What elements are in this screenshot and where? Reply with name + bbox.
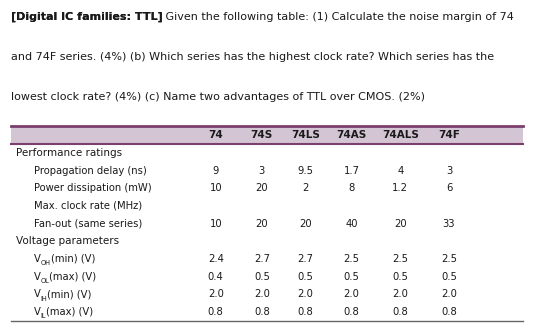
Text: 2.7: 2.7 (297, 254, 313, 264)
Text: 10: 10 (209, 219, 222, 228)
Text: OL: OL (41, 278, 49, 284)
Text: IH: IH (41, 295, 48, 302)
Text: 3: 3 (259, 166, 265, 176)
Text: 8: 8 (349, 183, 355, 193)
Text: V: V (34, 254, 41, 264)
Text: 2.0: 2.0 (254, 289, 270, 299)
Text: 0.8: 0.8 (297, 307, 313, 317)
Text: 1.7: 1.7 (343, 166, 359, 176)
Text: 20: 20 (256, 183, 268, 193)
Text: IL: IL (41, 313, 46, 319)
Text: Fan-out (same series): Fan-out (same series) (34, 219, 142, 228)
Text: 0.8: 0.8 (208, 307, 224, 317)
Text: V: V (34, 272, 41, 282)
Text: 20: 20 (299, 219, 312, 228)
Text: 3: 3 (446, 166, 452, 176)
Text: lowest clock rate? (4%) (c) Name two advantages of TTL over CMOS. (2%): lowest clock rate? (4%) (c) Name two adv… (11, 92, 425, 101)
Text: 6: 6 (446, 183, 452, 193)
Text: 2.4: 2.4 (208, 254, 224, 264)
Text: 33: 33 (443, 219, 456, 228)
Text: 0.5: 0.5 (392, 272, 408, 282)
Text: [Digital IC families: TTL]: [Digital IC families: TTL] (11, 12, 162, 22)
Text: 0.8: 0.8 (441, 307, 457, 317)
Text: [Digital IC families: TTL]: [Digital IC families: TTL] (11, 12, 162, 22)
Text: Max. clock rate (MHz): Max. clock rate (MHz) (34, 201, 142, 211)
Text: 2.5: 2.5 (441, 254, 457, 264)
Text: 74LS: 74LS (291, 130, 320, 140)
Text: Performance ratings: Performance ratings (16, 148, 122, 158)
Text: 2.0: 2.0 (441, 289, 457, 299)
Text: 0.5: 0.5 (441, 272, 457, 282)
Text: 0.5: 0.5 (344, 272, 359, 282)
Text: 2.0: 2.0 (392, 289, 408, 299)
Text: (max) (V): (max) (V) (49, 272, 97, 282)
Text: (min) (V): (min) (V) (51, 254, 95, 264)
Bar (11, 126, 523, 144)
Text: 0.4: 0.4 (208, 272, 224, 282)
Text: Voltage parameters: Voltage parameters (16, 236, 119, 246)
Text: Propagation delay (ns): Propagation delay (ns) (34, 166, 146, 176)
Text: 0.5: 0.5 (297, 272, 313, 282)
Text: 20: 20 (394, 219, 406, 228)
Text: 2: 2 (302, 183, 309, 193)
Text: 20: 20 (256, 219, 268, 228)
Text: 2.0: 2.0 (297, 289, 313, 299)
Text: V: V (34, 307, 41, 317)
Text: 9: 9 (213, 166, 219, 176)
Text: 2.5: 2.5 (392, 254, 409, 264)
Text: [Digital IC families: TTL] Given the following table: (1) Calculate the noise ma: [Digital IC families: TTL] Given the fol… (11, 12, 496, 22)
Text: (max) (V): (max) (V) (46, 307, 93, 317)
Text: and 74F series. (4%) (b) Which series has the highest clock rate? Which series h: and 74F series. (4%) (b) Which series ha… (11, 52, 494, 62)
Text: 2.0: 2.0 (208, 289, 224, 299)
Text: 40: 40 (345, 219, 358, 228)
Text: 74S: 74S (251, 130, 273, 140)
Text: Power dissipation (mW): Power dissipation (mW) (34, 183, 151, 193)
Text: 0.5: 0.5 (254, 272, 270, 282)
Text: 2.0: 2.0 (344, 289, 359, 299)
Text: 74AS: 74AS (336, 130, 367, 140)
Text: V: V (34, 289, 41, 299)
Text: Given the following table: (1) Calculate the noise margin of 74: Given the following table: (1) Calculate… (162, 12, 514, 22)
Text: 9.5: 9.5 (297, 166, 313, 176)
Text: 74F: 74F (438, 130, 460, 140)
Text: OH: OH (41, 260, 51, 266)
Text: (min) (V): (min) (V) (48, 289, 92, 299)
Text: 0.8: 0.8 (254, 307, 270, 317)
Text: 2.5: 2.5 (343, 254, 359, 264)
Text: 74ALS: 74ALS (382, 130, 419, 140)
Text: 1.2: 1.2 (392, 183, 409, 193)
Text: 2.7: 2.7 (254, 254, 270, 264)
Text: 0.8: 0.8 (344, 307, 359, 317)
Text: 10: 10 (209, 183, 222, 193)
Text: 4: 4 (397, 166, 403, 176)
Text: 0.8: 0.8 (392, 307, 408, 317)
Text: 74: 74 (208, 130, 223, 140)
